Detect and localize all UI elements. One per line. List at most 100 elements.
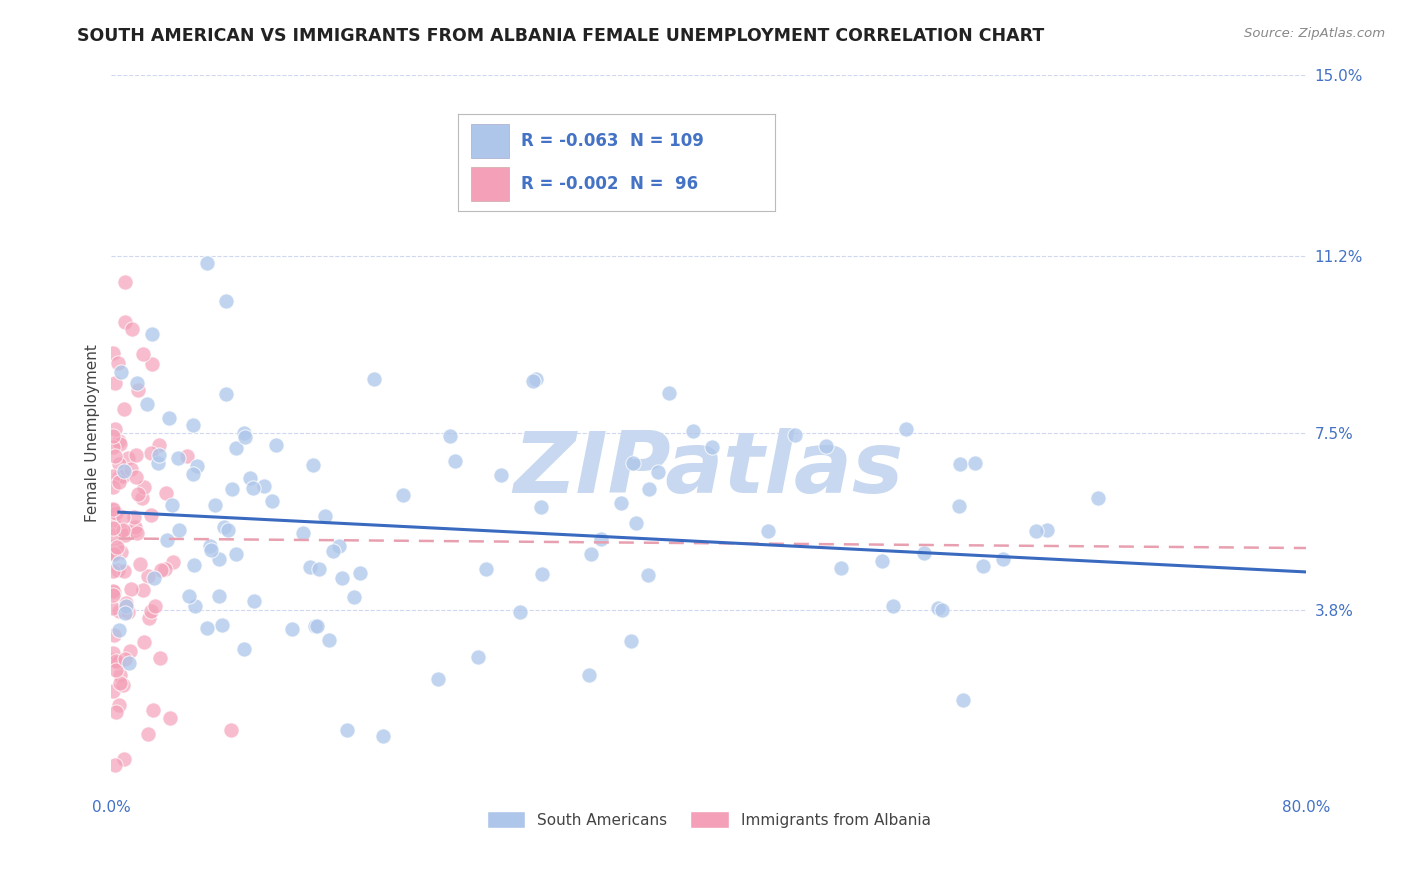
Point	[467, 649, 489, 664]
Point	[208, 551, 231, 566]
Point	[620, 634, 643, 648]
Point	[872, 554, 894, 568]
Point	[426, 672, 449, 686]
Point	[176, 449, 198, 463]
Point	[103, 422, 125, 436]
Point	[139, 508, 162, 523]
Point	[114, 596, 136, 610]
Point	[1025, 524, 1047, 538]
Point	[330, 571, 353, 585]
Point	[647, 465, 669, 479]
Point	[124, 520, 146, 534]
Point	[307, 618, 329, 632]
Point	[531, 567, 554, 582]
Point	[108, 469, 131, 483]
Point	[298, 559, 321, 574]
Point	[118, 656, 141, 670]
Point	[896, 421, 918, 435]
Point	[108, 556, 131, 570]
Point	[101, 514, 124, 528]
Point	[103, 468, 125, 483]
Point	[112, 678, 135, 692]
Point	[118, 644, 141, 658]
Point	[280, 622, 302, 636]
Point	[107, 434, 129, 448]
Point	[149, 651, 172, 665]
Point	[785, 428, 807, 442]
Point	[107, 562, 129, 576]
Point	[233, 426, 256, 441]
Point	[302, 458, 325, 472]
Point	[101, 601, 124, 615]
Point	[104, 506, 127, 520]
Point	[336, 723, 359, 737]
Point	[214, 520, 236, 534]
Point	[107, 604, 129, 618]
Point	[132, 480, 155, 494]
Point	[198, 539, 221, 553]
Point	[948, 499, 970, 513]
Point	[509, 605, 531, 619]
Point	[183, 558, 205, 572]
Point	[637, 482, 659, 496]
Point	[524, 371, 547, 385]
Point	[121, 322, 143, 336]
Point	[120, 582, 142, 596]
Point	[304, 619, 326, 633]
Point	[972, 558, 994, 573]
Point	[105, 540, 128, 554]
Point	[215, 386, 238, 401]
Point	[814, 439, 837, 453]
Point	[181, 467, 204, 482]
Point	[243, 594, 266, 608]
Point	[156, 533, 179, 547]
Text: Source: ZipAtlas.com: Source: ZipAtlas.com	[1244, 27, 1385, 40]
Point	[107, 655, 129, 669]
Point	[314, 508, 336, 523]
Point	[136, 569, 159, 583]
Text: SOUTH AMERICAN VS IMMIGRANTS FROM ALBANIA FEMALE UNEMPLOYMENT CORRELATION CHART: SOUTH AMERICAN VS IMMIGRANTS FROM ALBANI…	[77, 27, 1045, 45]
Point	[110, 523, 132, 537]
Point	[127, 526, 149, 541]
Point	[107, 356, 129, 370]
Point	[159, 711, 181, 725]
Point	[110, 365, 132, 379]
Point	[103, 540, 125, 554]
Point	[114, 599, 136, 614]
Point	[233, 430, 256, 444]
Point	[179, 589, 201, 603]
Point	[166, 450, 188, 465]
Point	[211, 617, 233, 632]
Point	[912, 546, 935, 560]
Point	[128, 557, 150, 571]
Point	[157, 410, 180, 425]
Point	[392, 488, 415, 502]
Point	[101, 502, 124, 516]
Point	[114, 606, 136, 620]
Point	[108, 458, 131, 472]
Point	[155, 486, 177, 500]
Point	[105, 654, 128, 668]
Point	[141, 326, 163, 341]
Point	[578, 668, 600, 682]
Point	[105, 705, 128, 719]
Point	[952, 693, 974, 707]
Point	[127, 383, 149, 397]
Point	[104, 450, 127, 464]
Point	[107, 698, 129, 713]
Point	[112, 523, 135, 537]
Point	[758, 524, 780, 538]
Point	[132, 583, 155, 598]
Point	[624, 516, 647, 530]
Point	[927, 601, 949, 615]
Point	[637, 568, 659, 582]
Point	[110, 545, 132, 559]
Point	[150, 563, 173, 577]
Point	[101, 684, 124, 698]
Point	[219, 723, 242, 738]
Point	[117, 605, 139, 619]
Point	[136, 397, 159, 411]
Point	[101, 653, 124, 667]
Point	[142, 703, 165, 717]
Point	[489, 467, 512, 482]
